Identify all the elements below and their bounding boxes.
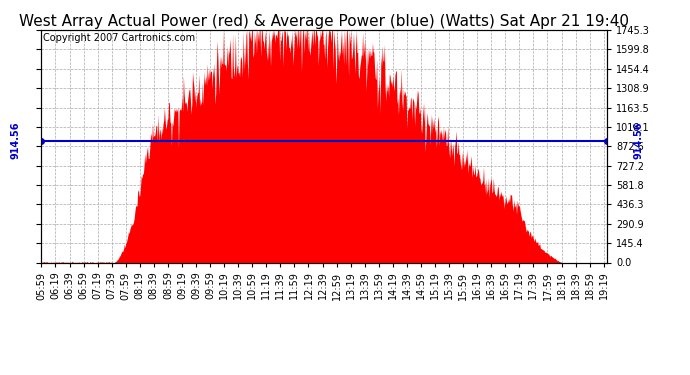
Text: 914.56: 914.56 [11, 122, 21, 159]
Text: 914.56: 914.56 [633, 122, 643, 159]
Text: Copyright 2007 Cartronics.com: Copyright 2007 Cartronics.com [43, 33, 195, 44]
Title: West Array Actual Power (red) & Average Power (blue) (Watts) Sat Apr 21 19:40: West Array Actual Power (red) & Average … [19, 14, 629, 29]
